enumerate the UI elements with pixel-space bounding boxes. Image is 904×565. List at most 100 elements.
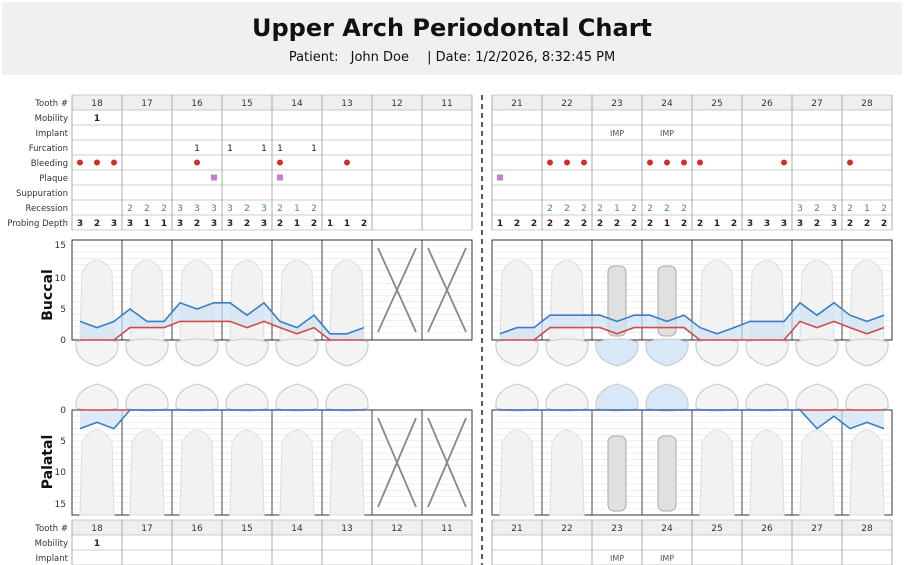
missing-tooth-x <box>427 417 467 508</box>
tooth-crown <box>325 338 369 367</box>
row-label: Mobility <box>35 114 68 124</box>
buccal-gingival-margin-line <box>80 320 364 341</box>
recession-value: 2 <box>681 204 687 214</box>
tooth-root <box>179 259 215 341</box>
tooth-crown <box>745 338 789 367</box>
tooth-number: 23 <box>611 524 622 534</box>
recession-value: 2 <box>277 204 283 214</box>
tooth-number: 21 <box>511 524 522 534</box>
plaque-marker <box>211 174 217 181</box>
tooth-crown <box>695 383 739 412</box>
tooth-crown <box>695 338 739 367</box>
probing-depth-value: 1 <box>664 219 670 229</box>
row-label: Plaque <box>39 174 68 184</box>
tooth-crown <box>275 383 319 412</box>
recession-value: 2 <box>127 204 133 214</box>
tooth-root <box>329 259 365 341</box>
tooth-crown <box>175 383 219 412</box>
y-tick-label: 10 <box>55 274 67 284</box>
tooth-number: 27 <box>811 99 822 109</box>
tooth-number: 26 <box>761 99 773 109</box>
tooth-crown <box>545 383 589 412</box>
patient-label: Patient: <box>288 50 339 65</box>
tooth-number: 24 <box>661 99 673 109</box>
probing-depth-value: 3 <box>127 219 133 229</box>
tooth-number: 13 <box>341 99 352 109</box>
bleeding-dot <box>564 159 570 166</box>
recession-value: 2 <box>597 204 603 214</box>
probing-depth-value: 1 <box>344 219 350 229</box>
furcation-value: 1 <box>194 144 200 154</box>
recession-value: 1 <box>864 204 870 214</box>
implant-label: IMP <box>610 129 624 138</box>
probing-depth-value: 2 <box>194 219 200 229</box>
probing-depth-value: 2 <box>514 219 520 229</box>
bleeding-dot <box>781 159 787 166</box>
tooth-crown <box>175 338 219 367</box>
tooth-root <box>279 429 315 516</box>
tooth-crown <box>745 383 789 412</box>
furcation-value: 1 <box>261 144 267 154</box>
y-tick-label: 5 <box>60 305 66 315</box>
tooth-crown <box>645 338 689 367</box>
tooth-crown <box>75 383 119 412</box>
furcation-value: 1 <box>227 144 233 154</box>
probing-depth-value: 2 <box>847 219 853 229</box>
plaque-marker <box>497 174 503 181</box>
tooth-number: 28 <box>861 524 873 534</box>
tooth-number: 18 <box>91 99 103 109</box>
implant-fixture <box>657 435 677 512</box>
implant-label: IMP <box>610 554 624 563</box>
chart-title: Upper Arch Periodontal Chart <box>251 14 653 42</box>
tooth-number: 12 <box>391 99 402 109</box>
y-tick-label: 15 <box>55 241 66 251</box>
tooth-number: 17 <box>141 524 152 534</box>
implant-label: IMP <box>660 554 674 563</box>
tooth-root <box>699 259 735 341</box>
tooth-number: 17 <box>141 99 152 109</box>
tooth-crown <box>275 338 319 367</box>
row-label: Suppuration <box>16 189 68 199</box>
bleeding-dot <box>77 159 83 166</box>
probing-depth-value: 1 <box>161 219 167 229</box>
tooth-number: 14 <box>291 99 303 109</box>
tooth-crown <box>795 383 839 412</box>
tooth-crown <box>225 383 269 412</box>
probing-depth-value: 3 <box>831 219 837 229</box>
implant-label: IMP <box>660 129 674 138</box>
probing-depth-value: 3 <box>797 219 803 229</box>
recession-value: 2 <box>647 204 653 214</box>
row-label: Furcation <box>29 144 68 154</box>
tooth-number: 25 <box>711 524 722 534</box>
probing-depth-value: 2 <box>244 219 250 229</box>
mobility-value: 1 <box>94 114 100 124</box>
bleeding-dot <box>647 159 653 166</box>
palatal-attachment-line <box>500 409 885 430</box>
bleeding-dot <box>94 159 100 166</box>
palatal-side-label: Palatal <box>40 435 56 490</box>
tooth-number: 23 <box>611 99 622 109</box>
recession-value: 3 <box>227 204 233 214</box>
tooth-number: 11 <box>441 524 452 534</box>
bleeding-dot <box>547 159 553 166</box>
implant-fixture <box>607 435 627 512</box>
buccal-attachment-line <box>499 301 885 335</box>
recession-value: 2 <box>847 204 853 214</box>
tooth-number: 28 <box>861 99 873 109</box>
implant-fixture <box>657 265 677 337</box>
y-tick-label: 15 <box>55 500 66 510</box>
palatal-attachment-fill <box>80 410 364 429</box>
probing-depth-value: 2 <box>814 219 820 229</box>
row-label: Implant <box>36 554 69 564</box>
tooth-number: 26 <box>761 524 773 534</box>
tooth-root <box>499 429 535 516</box>
bleeding-dot <box>277 159 283 166</box>
probing-depth-value: 3 <box>261 219 267 229</box>
tooth-crown <box>845 383 889 412</box>
row-label: Probing Depth <box>7 219 68 229</box>
bleeding-dot <box>581 159 587 166</box>
probing-depth-value: 2 <box>277 219 283 229</box>
tooth-root <box>229 429 265 516</box>
tooth-root <box>79 429 115 516</box>
